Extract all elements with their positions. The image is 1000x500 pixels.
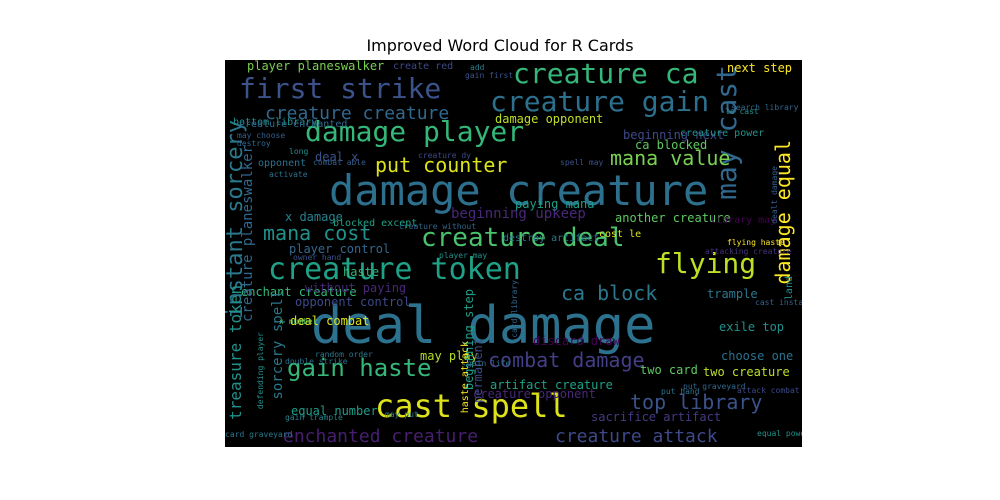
word-flying-haste: flying haste bbox=[727, 238, 785, 247]
word-x-damage: x damage bbox=[285, 210, 343, 224]
word-damage-creature: damage creature bbox=[329, 166, 709, 215]
word-card-graveyard: card graveyard bbox=[225, 430, 293, 439]
chart-title: Improved Word Cloud for R Cards bbox=[366, 36, 634, 55]
word-activate: activate bbox=[269, 170, 308, 179]
word-gain-first: gain first bbox=[465, 71, 514, 80]
word-land: land bbox=[784, 276, 795, 301]
word-combat-damage: combat damage bbox=[488, 348, 645, 372]
word-damage-player: damage player bbox=[305, 115, 525, 148]
word-put-counter: put counter bbox=[375, 153, 508, 177]
word-blocked-except: blocked except bbox=[333, 218, 418, 229]
word-player-control: player control bbox=[289, 242, 391, 256]
word-creature-deal: creature deal bbox=[421, 223, 625, 253]
word-creature-ca: creature ca bbox=[513, 60, 699, 90]
word-mana-value: mana value bbox=[610, 146, 731, 170]
word-beginning-upkeep: beginning upkeep bbox=[451, 206, 586, 222]
word-haste-attack: haste attack bbox=[460, 341, 471, 414]
word-equal-number: equal number bbox=[291, 404, 378, 418]
word-first-strike: first strike bbox=[239, 72, 442, 105]
word-combat-able: combat able bbox=[313, 158, 366, 167]
word-without-paying: without paying bbox=[305, 281, 407, 295]
word-put-hand: put hand bbox=[661, 387, 700, 396]
word-creature-without: creature without bbox=[399, 222, 477, 231]
word-random-order: random order bbox=[315, 350, 373, 359]
word-bottom-library: bottom library bbox=[233, 117, 318, 128]
word-search-library: search library bbox=[731, 103, 799, 112]
word-may-choose: may choose bbox=[237, 131, 286, 140]
word-destroy: destroy bbox=[237, 139, 271, 148]
word-flying: flying bbox=[655, 247, 757, 280]
word-defending-player: defending player bbox=[256, 332, 265, 410]
word-haste: haste bbox=[343, 265, 380, 279]
word-beginning-next: beginning next bbox=[623, 128, 725, 142]
word-player-planeswalker: player planeswalker bbox=[247, 60, 385, 73]
word-may-play: may play bbox=[420, 349, 478, 363]
word-next-step: next step bbox=[727, 61, 793, 75]
word-add: add bbox=[470, 63, 485, 72]
word-cast-spell: cast spell bbox=[375, 387, 568, 425]
word-owner-hand: owner hand bbox=[293, 253, 342, 262]
word-create-red: create red bbox=[393, 61, 454, 72]
word-deal-damage: deal damage bbox=[311, 296, 656, 356]
word-two-card: two card bbox=[640, 363, 698, 377]
word-creature-power: creature power bbox=[680, 128, 765, 139]
word-ca-blocked: ca blocked bbox=[635, 138, 708, 152]
word-creature-enchanted: creature enchanted bbox=[239, 119, 348, 130]
word-gain-haste: gain haste bbox=[287, 354, 432, 382]
word-deal-combat: deal combat bbox=[290, 314, 370, 328]
word-creature-opponent: creature opponent bbox=[473, 387, 596, 401]
word-sacrifice-artifact: sacrifice artifact bbox=[591, 410, 722, 424]
word-deal-x: deal x bbox=[315, 150, 359, 164]
word-enchant-creature: enchant creature bbox=[241, 285, 357, 299]
word-dealt-damage: dealt damage bbox=[770, 166, 779, 224]
word-choose-one: choose one bbox=[721, 349, 794, 363]
word-gain-life: gain life bbox=[467, 359, 511, 368]
word-paying-mana: paying mana bbox=[515, 197, 595, 211]
word-enchanted-creature: enchanted creature bbox=[283, 426, 479, 447]
word-cloud-canvas: deal damage damage creature cast spell crea… bbox=[225, 60, 802, 447]
word-permanent: permanent bbox=[471, 338, 485, 404]
word-may-put: may put bbox=[385, 410, 419, 419]
word-long: long bbox=[289, 147, 309, 156]
word-opponent: opponent bbox=[258, 158, 307, 169]
word-exile-top: exile top bbox=[719, 320, 785, 334]
word-equal-power: equal power bbox=[757, 429, 802, 438]
word-attacking-creature: attacking creature bbox=[705, 247, 792, 256]
word-another-creature: another creature bbox=[615, 211, 731, 225]
word-destroy-artifact: destroy artifact bbox=[503, 233, 600, 244]
word-attack-combat: attack combat bbox=[737, 386, 800, 395]
word-ca-block: ca block bbox=[561, 281, 658, 305]
word-creature-planeswalker: creature planeswalker bbox=[240, 145, 256, 323]
word-artifact-creature: artifact creature bbox=[490, 378, 613, 392]
word-put-graveyard: put graveyard bbox=[683, 382, 746, 391]
word-le-cast: le cast bbox=[725, 107, 759, 116]
word-trample: trample bbox=[707, 287, 758, 301]
word-card-library: card library bbox=[510, 280, 519, 338]
word-top-library: top library bbox=[630, 390, 763, 414]
word-library-may: library may bbox=[710, 215, 777, 226]
word-creature-token: creature token bbox=[268, 252, 521, 287]
word-mana-cost: mana cost bbox=[263, 221, 372, 245]
word-cast-instant: cast instant bbox=[755, 298, 802, 307]
word-cost-le: cost le bbox=[599, 229, 642, 240]
word-player-may: player may bbox=[439, 251, 488, 260]
word-sorcery-spell: sorcery spell bbox=[270, 290, 286, 400]
word-opponent-control: opponent control bbox=[295, 295, 411, 309]
word-double-strike: double strike bbox=[285, 357, 348, 366]
word-x-number: x number bbox=[279, 317, 318, 326]
word-two-creature: two creature bbox=[703, 365, 790, 379]
word-creature-dy: creature dy bbox=[418, 151, 471, 160]
word-creature-creature: creature creature bbox=[265, 103, 450, 124]
word-damage-opponent: damage opponent bbox=[495, 112, 604, 126]
word-gain-trample: gain trample bbox=[285, 413, 343, 422]
word-discard-draw: discard draw bbox=[533, 334, 620, 348]
word-spell-may: spell may bbox=[560, 158, 604, 167]
word-creature-attack: creature attack bbox=[555, 426, 718, 447]
word-creature-gain: creature gain bbox=[490, 85, 710, 118]
